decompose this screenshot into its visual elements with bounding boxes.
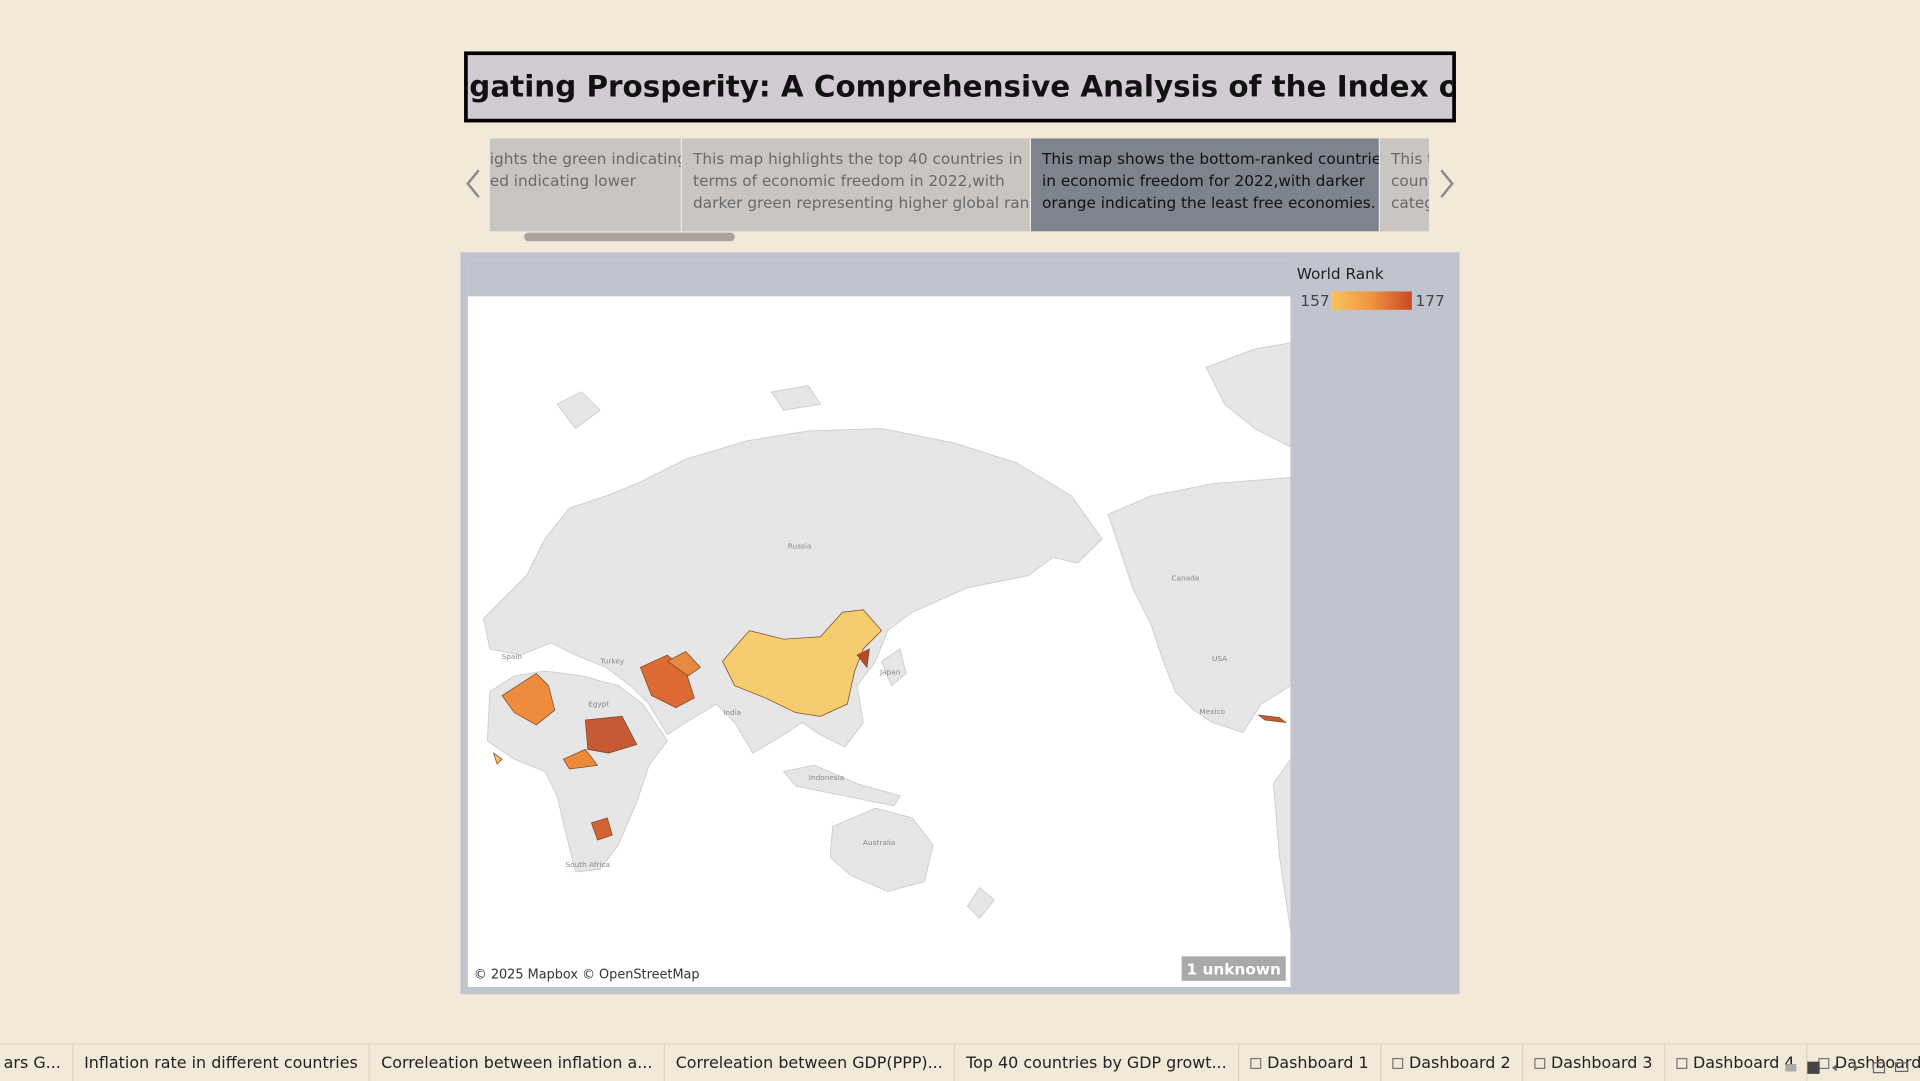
story-point-line: ights the green indicating	[489, 149, 681, 168]
legend-gradient	[1331, 291, 1412, 310]
tab[interactable]: Dashboard 4	[1665, 1044, 1807, 1081]
tab-bar: ars G... Inflation rate in different cou…	[0, 1043, 1920, 1081]
tab-label: Correleation between inflation a...	[381, 1053, 653, 1073]
scrollbar[interactable]	[524, 232, 735, 242]
highlighted-countries	[492, 609, 1287, 841]
story-point-line: terms of economic freedom in 2022,with	[693, 171, 1005, 190]
dashboard-icon	[1391, 1057, 1403, 1069]
map-label: India	[723, 708, 741, 717]
tab[interactable]: Dashboard 2	[1381, 1044, 1523, 1081]
story-point-line: This map shows the bottom-ranked countri…	[1042, 149, 1379, 168]
tab[interactable]: ars G...	[0, 1044, 74, 1081]
story-points: ights the green indicating ed indicating…	[489, 138, 1429, 232]
tab-label: Top 40 countries by GDP growt...	[966, 1053, 1227, 1073]
map-label: Mexico	[1199, 707, 1225, 716]
tab[interactable]: Correleation between GDP(PPP)...	[665, 1044, 956, 1081]
story-point[interactable]: This t count categ	[1380, 138, 1429, 232]
dashboard-icon	[1675, 1057, 1687, 1069]
map-attribution: © 2025 Mapbox © OpenStreetMap	[473, 967, 700, 983]
map[interactable]: Russia Canada USA Japan Turkey Spain Egy…	[467, 259, 1291, 987]
tab-label: ars G...	[3, 1053, 61, 1073]
map-label: Indonesia	[809, 773, 844, 782]
story-title: Navigating Prosperity: A Comprehensive A…	[464, 51, 1456, 123]
story-point-selected[interactable]: This map shows the bottom-ranked countri…	[1031, 138, 1379, 232]
legend-title: World Rank	[1296, 264, 1384, 283]
map-label: Japan	[879, 668, 901, 677]
story-point-line: darker green representing higher global …	[693, 193, 1030, 212]
tab-label: Dashboard 3	[1551, 1053, 1653, 1073]
landmass	[483, 342, 1291, 931]
map-label: Australia	[863, 838, 895, 847]
tab[interactable]: Correleation between inflation a...	[370, 1044, 665, 1081]
tabs: ars G... Inflation rate in different cou…	[0, 1044, 1920, 1081]
tab-label: Dashboard 1	[1267, 1053, 1369, 1073]
map-label: USA	[1212, 654, 1227, 663]
sheet-controls[interactable]	[1783, 1059, 1915, 1076]
tab-label: Correleation between GDP(PPP)...	[675, 1053, 943, 1073]
map-header	[467, 259, 1291, 297]
tab[interactable]: Dashboard 1	[1239, 1044, 1381, 1081]
story-point-line: in economic freedom for 2022,with darker	[1042, 171, 1366, 190]
story-point[interactable]: This map highlights the top 40 countries…	[682, 138, 1030, 232]
story-point-line: ed indicating lower	[489, 171, 636, 190]
tab-label: Dashboard 4	[1692, 1053, 1795, 1073]
prev-arrow[interactable]	[463, 163, 485, 205]
story-point-line: This t	[1391, 149, 1429, 168]
story-point-line: categ	[1391, 193, 1429, 212]
map-label: Spain	[502, 652, 523, 661]
map-label: Turkey	[599, 657, 625, 666]
map-label: Canada	[1171, 573, 1199, 582]
map-label: Russia	[788, 542, 812, 551]
story-point-line: This map highlights the top 40 countries…	[693, 149, 1023, 168]
dashboard-icon	[1533, 1057, 1545, 1069]
story-point-line: orange indicating the least free economi…	[1042, 193, 1376, 212]
tab[interactable]: Inflation rate in different countries	[73, 1044, 371, 1081]
dashboard-icon	[1249, 1057, 1261, 1069]
unknown-badge[interactable]: 1 unknown	[1181, 956, 1286, 981]
map-label: South Africa	[565, 860, 610, 869]
legend-min: 157	[1300, 291, 1330, 310]
legend-max: 177	[1415, 291, 1445, 310]
tab-label: Dashboard 2	[1409, 1053, 1511, 1073]
story-point-line: count	[1391, 171, 1429, 190]
next-arrow[interactable]	[1435, 163, 1457, 205]
tab-label: Inflation rate in different countries	[84, 1053, 358, 1073]
tab[interactable]: Top 40 countries by GDP growt...	[955, 1044, 1239, 1081]
map-label: Egypt	[588, 700, 609, 709]
tab[interactable]: Dashboard 3	[1523, 1044, 1665, 1081]
story-point[interactable]: ights the green indicating ed indicating…	[489, 138, 681, 232]
